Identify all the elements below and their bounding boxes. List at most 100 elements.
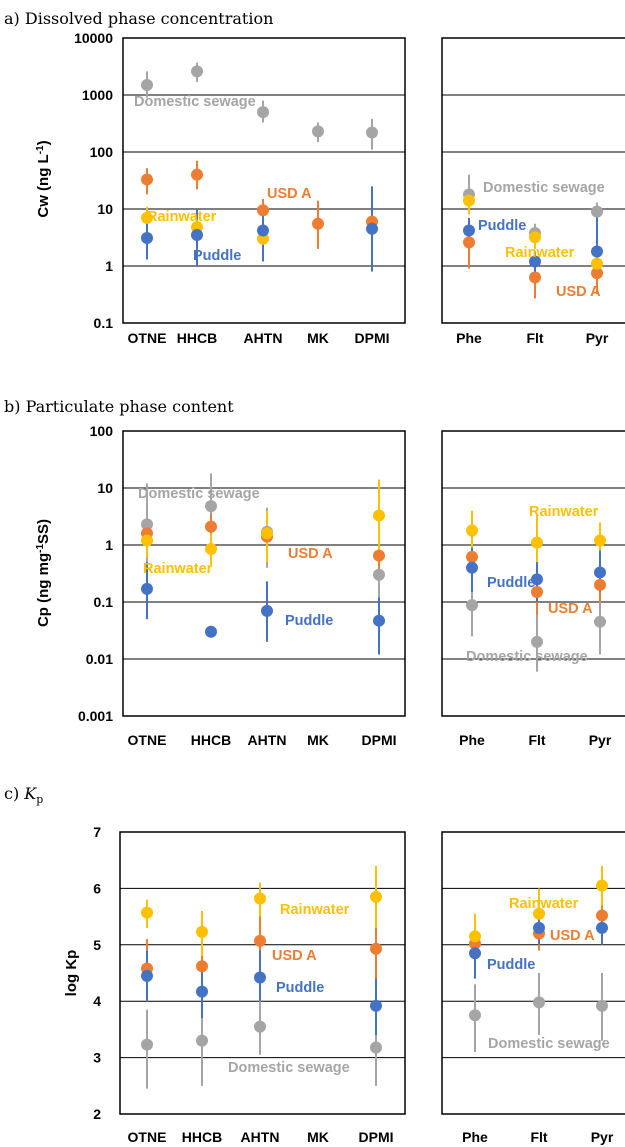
panel-a-label-rainwater: Rainwater xyxy=(147,209,217,225)
data-point xyxy=(141,534,153,547)
panel-b-label-rainwater: Rainwater xyxy=(143,561,213,577)
data-point xyxy=(466,550,478,563)
panel-b-right-label-rainwater: Rainwater xyxy=(529,504,599,520)
data-point xyxy=(594,578,606,591)
panel-c-gridlines xyxy=(120,887,625,1059)
panel-c-right-label-domestic-sewage: Domestic sewage xyxy=(488,1036,610,1052)
data-point xyxy=(205,543,217,556)
data-point xyxy=(529,255,541,268)
data-point xyxy=(196,925,208,938)
panel-c-label-puddle: Puddle xyxy=(276,980,324,996)
x-tick-label: Phe xyxy=(459,732,485,748)
panel-c-left-plot-frame xyxy=(119,831,406,1115)
data-point xyxy=(254,892,266,905)
panel-c-markers xyxy=(141,865,608,1089)
data-point xyxy=(591,267,603,280)
panel-a-y-axis-label: Cw (ng L-1) xyxy=(35,140,52,217)
y-tick-label: 0.01 xyxy=(86,651,113,667)
panel-c-right-plot-frame xyxy=(441,831,625,1115)
panel-c-y-ticks: 2 3 4 5 6 7 xyxy=(93,824,101,1122)
panel-c-y-axis-label: log Kp xyxy=(63,950,80,997)
panel-a-right-plot-frame xyxy=(441,37,625,324)
panel-c-annotations: Rainwater USD A Puddle Domestic sewage R… xyxy=(228,896,610,1076)
x-tick-label: DPMI xyxy=(362,732,397,748)
x-tick-label: Pyr xyxy=(586,330,609,346)
data-point xyxy=(591,245,603,258)
data-point xyxy=(205,520,217,533)
panel-a-gridlines xyxy=(123,94,625,267)
data-point xyxy=(370,942,382,955)
data-point xyxy=(594,615,606,628)
data-point xyxy=(529,231,541,244)
x-tick-label: MK xyxy=(307,330,329,346)
panel-b-right-label-domestic-sewage: Domestic sewage xyxy=(466,649,588,665)
data-point xyxy=(261,527,273,540)
data-point xyxy=(373,614,385,627)
data-point xyxy=(254,971,266,984)
data-point xyxy=(596,999,608,1012)
y-tick-label: 4 xyxy=(93,993,101,1009)
panel-a: a) Dissolved phase concentration Cw (ng … xyxy=(4,9,625,346)
panel-b-y-ticks: 0.001 0.01 0.1 1 10 100 xyxy=(78,423,113,724)
y-tick-label: 5 xyxy=(93,937,101,953)
data-point xyxy=(312,125,324,138)
panel-c-right-label-usd-a: USD A xyxy=(550,928,595,944)
y-tick-label: 1 xyxy=(105,537,113,553)
x-tick-label: Phe xyxy=(462,1129,488,1145)
data-point xyxy=(196,960,208,973)
panel-a-right-label-puddle: Puddle xyxy=(478,218,526,234)
panel-c-categories: OTNE HHCB AHTN MK DPMI Phe Flt Pyr xyxy=(128,1129,614,1145)
x-tick-label: MK xyxy=(307,1129,329,1145)
y-tick-label: 1 xyxy=(105,258,113,274)
data-point xyxy=(596,921,608,934)
x-tick-label: Pyr xyxy=(589,732,612,748)
data-point xyxy=(141,78,153,91)
panel-b-gridlines xyxy=(123,487,625,660)
data-point xyxy=(196,1034,208,1047)
data-point xyxy=(596,909,608,922)
data-point xyxy=(257,232,269,245)
x-tick-label: OTNE xyxy=(128,330,167,346)
panel-a-markers xyxy=(141,62,603,299)
data-point xyxy=(366,126,378,139)
panel-b-label-usd-a: USD A xyxy=(288,546,333,562)
panel-c-right-label-rainwater: Rainwater xyxy=(509,896,579,912)
data-point xyxy=(257,106,269,119)
panel-c-label-domestic-sewage: Domestic sewage xyxy=(228,1060,350,1076)
data-point xyxy=(373,509,385,522)
data-point xyxy=(533,996,545,1009)
panel-a-y-ticks: 0.1 1 10 100 1000 10000 xyxy=(74,30,113,331)
data-point xyxy=(466,524,478,537)
data-point xyxy=(373,549,385,562)
y-tick-label: 100 xyxy=(90,423,114,439)
panel-a-left-plot-frame xyxy=(122,37,406,324)
data-point xyxy=(141,1038,153,1051)
panel-b-left-plot-frame xyxy=(122,430,406,717)
data-point xyxy=(531,573,543,586)
data-point xyxy=(191,228,203,241)
data-point xyxy=(591,257,603,270)
x-tick-label: HHCB xyxy=(182,1129,222,1145)
panel-b-right-label-puddle: Puddle xyxy=(487,575,535,591)
y-tick-label: 100 xyxy=(90,144,114,160)
data-point xyxy=(469,930,481,943)
y-tick-label: 0.001 xyxy=(78,708,113,724)
y-tick-label: 0.1 xyxy=(94,315,114,331)
y-tick-label: 7 xyxy=(93,824,101,840)
x-tick-label: HHCB xyxy=(177,330,217,346)
y-tick-label: 3 xyxy=(93,1050,101,1066)
panel-b: b) Particulate phase content Cp (ng mg-1… xyxy=(4,397,625,748)
data-point xyxy=(591,205,603,218)
data-point xyxy=(469,947,481,960)
data-point xyxy=(141,211,153,224)
panel-b-title: b) Particulate phase content xyxy=(4,397,234,416)
panel-a-right-label-rainwater: Rainwater xyxy=(505,245,575,261)
data-point xyxy=(254,934,266,947)
x-tick-label: AHTN xyxy=(248,732,287,748)
data-point xyxy=(533,921,545,934)
panel-c-label-usd-a: USD A xyxy=(272,948,317,964)
panel-b-label-domestic-sewage: Domestic sewage xyxy=(138,486,260,502)
data-point xyxy=(261,604,273,617)
data-point xyxy=(463,224,475,237)
panel-b-right-plot-frame xyxy=(441,430,625,717)
